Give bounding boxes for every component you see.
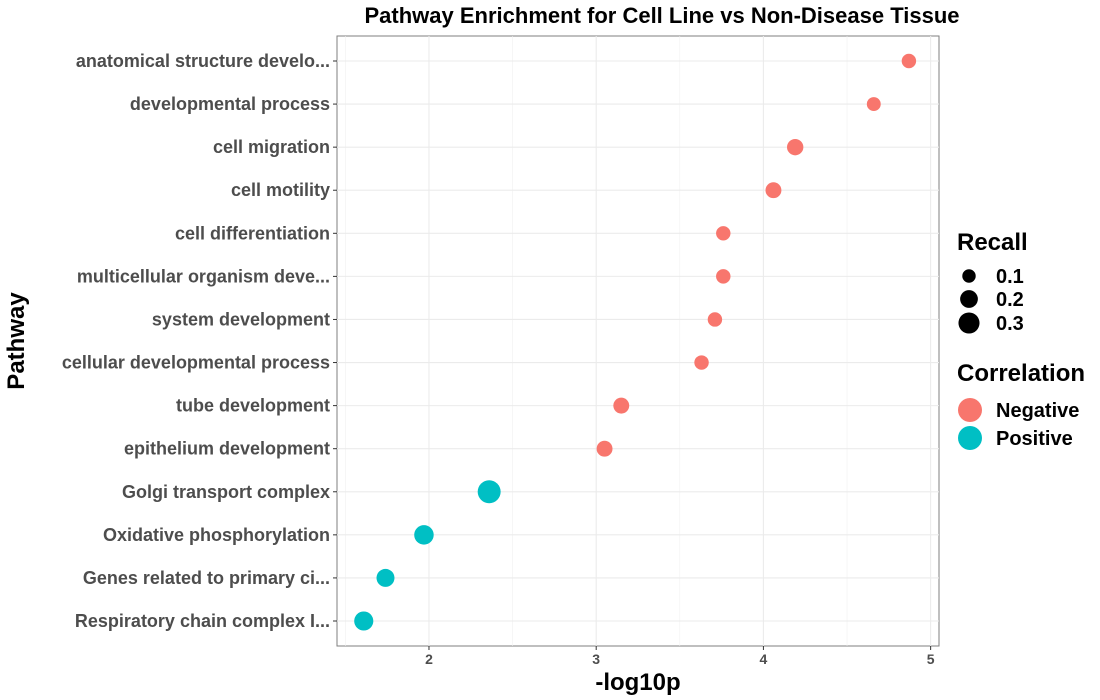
data-point [765, 182, 782, 199]
legend-recall-key [960, 290, 978, 308]
x-tick-label: 4 [760, 651, 768, 667]
legend-recall-key [962, 269, 976, 283]
data-point [716, 269, 731, 284]
x-tick-label: 2 [425, 651, 433, 667]
y-tick-label: tube development [176, 396, 330, 416]
data-point [477, 480, 501, 504]
y-tick-label: anatomical structure develo... [76, 51, 330, 71]
data-point [613, 397, 630, 414]
x-tick-labels: 2 3 4 5 [425, 646, 935, 667]
y-tick-labels: anatomical structure develo... developmen… [62, 51, 337, 631]
y-tick-label: system development [152, 309, 330, 329]
y-tick-label: Respiratory chain complex I... [75, 611, 330, 631]
legend-recall-key [958, 312, 980, 334]
data-point [787, 138, 804, 156]
legend-recall-label: 0.3 [996, 313, 1024, 335]
y-tick-label: cell migration [213, 137, 330, 157]
legend-correlation-label: Negative [996, 400, 1079, 422]
y-tick-label: Oxidative phosphorylation [103, 525, 330, 545]
legend-correlation-entries: Negative Positive [958, 398, 1079, 450]
x-tick-label: 5 [927, 651, 935, 667]
y-tick-label: epithelium development [124, 439, 330, 459]
legend-recall-title: Recall [957, 229, 1028, 256]
y-tick-label: multicellular organism deve... [77, 266, 330, 286]
data-point [707, 312, 723, 327]
y-tick-label: cell motility [231, 180, 330, 200]
points-layer [354, 53, 917, 631]
y-tick-label: cell differentiation [175, 223, 330, 243]
plot-panel [336, 35, 940, 647]
y-tick-label: Genes related to primary ci... [83, 568, 330, 588]
data-point [901, 53, 917, 69]
data-point [596, 440, 613, 457]
data-point [694, 355, 709, 370]
data-point [414, 525, 434, 545]
y-axis-title: Pathway [3, 292, 30, 390]
y-tick-label: developmental process [130, 94, 330, 114]
y-tick-label: Golgi transport complex [122, 482, 330, 502]
x-tick-label: 3 [592, 651, 600, 667]
x-axis-title: -log10p [595, 669, 680, 696]
legend-recall-label: 0.2 [996, 289, 1024, 311]
y-tick-label: cellular developmental process [62, 353, 330, 373]
legend-correlation-label: Positive [996, 428, 1073, 450]
legend-correlation-title: Correlation [957, 360, 1085, 387]
legend-recall-label: 0.1 [996, 266, 1024, 288]
data-point [376, 568, 395, 587]
data-point [866, 97, 881, 112]
legend-correlation-key [958, 398, 982, 422]
plot-border [336, 35, 940, 647]
legend-correlation-key [958, 426, 982, 450]
legend-recall-entries: 0.10.20.3 [958, 266, 1024, 335]
chart-title: Pathway Enrichment for Cell Line vs Non-… [365, 3, 960, 28]
data-point [354, 611, 374, 631]
data-point [716, 226, 731, 241]
grid-layer [337, 36, 939, 646]
legend: Recall 0.10.20.3 Correlation Negative Pos… [957, 229, 1085, 450]
